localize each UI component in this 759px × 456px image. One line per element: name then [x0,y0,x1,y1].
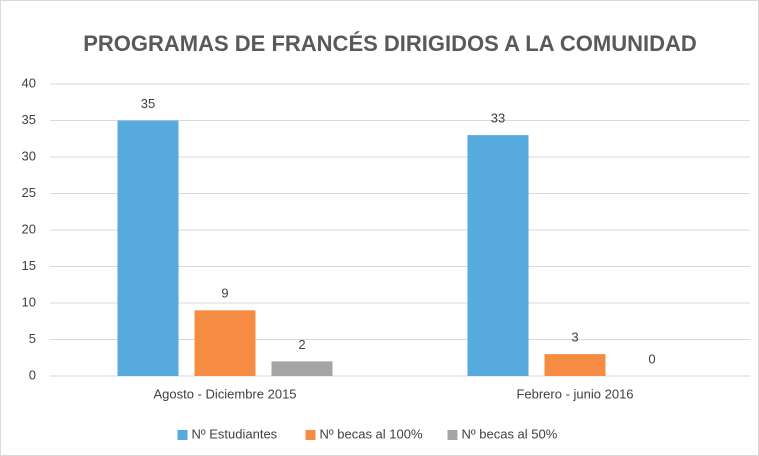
y-tick-label: 25 [22,185,36,200]
legend-label: Nº becas al 50% [462,426,558,441]
data-label: 33 [491,111,505,126]
x-tick-label: Febrero - junio 2016 [516,386,633,401]
y-tick-label: 15 [22,258,36,273]
data-label: 3 [571,330,578,345]
data-label: 9 [221,286,228,301]
bar [271,361,333,376]
y-tick-label: 10 [22,294,36,309]
legend-swatch [447,430,458,440]
y-tick-label: 40 [22,75,36,90]
y-tick-label: 5 [29,331,36,346]
bar [117,120,179,376]
y-tick-label: 30 [22,148,36,163]
y-tick-label: 35 [22,112,36,127]
y-tick-label: 0 [29,367,36,382]
bar [194,310,256,376]
data-label: 35 [141,96,155,111]
data-label: 2 [298,337,305,352]
data-label: 0 [648,351,655,366]
x-tick-label: Agosto - Diciembre 2015 [153,386,296,401]
chart-title: PROGRAMAS DE FRANCÉS DIRIGIDOS A LA COMU… [83,31,697,56]
bar [544,354,606,376]
legend-label: Nº becas al 100% [320,426,423,441]
legend-swatch [305,430,316,440]
legend-label: Nº Estudiantes [192,426,278,441]
bar [467,135,529,376]
y-tick-label: 20 [22,221,36,236]
legend-swatch [177,430,188,440]
